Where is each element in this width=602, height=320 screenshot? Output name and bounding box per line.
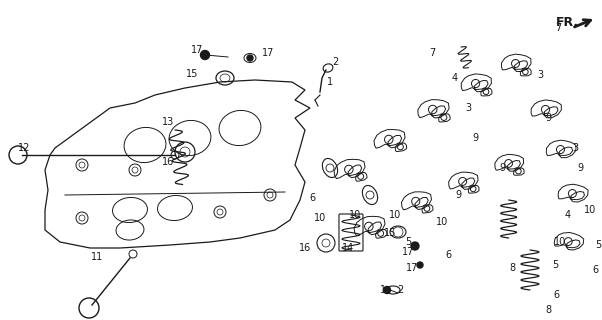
Circle shape bbox=[383, 286, 391, 293]
Text: 8: 8 bbox=[509, 263, 515, 273]
Text: 6: 6 bbox=[445, 250, 451, 260]
Text: 11: 11 bbox=[91, 252, 103, 262]
Text: 10: 10 bbox=[389, 210, 401, 220]
Text: 13: 13 bbox=[162, 117, 174, 127]
Text: 17: 17 bbox=[406, 263, 418, 273]
Text: 3: 3 bbox=[537, 70, 543, 80]
Text: 9: 9 bbox=[499, 163, 505, 173]
Text: 15: 15 bbox=[186, 69, 198, 79]
Text: 16: 16 bbox=[162, 157, 174, 167]
Text: 7: 7 bbox=[555, 23, 561, 33]
Text: 2: 2 bbox=[332, 57, 338, 67]
Text: 6: 6 bbox=[592, 265, 598, 275]
Text: 8: 8 bbox=[545, 305, 551, 315]
Text: 17: 17 bbox=[191, 45, 203, 55]
Text: 5: 5 bbox=[552, 260, 558, 270]
Text: 16: 16 bbox=[299, 243, 311, 253]
Text: 1: 1 bbox=[327, 77, 333, 87]
Text: 10: 10 bbox=[554, 237, 566, 247]
Text: 9: 9 bbox=[472, 133, 478, 143]
Text: 17: 17 bbox=[262, 48, 274, 58]
Text: 4: 4 bbox=[452, 73, 458, 83]
Text: 6: 6 bbox=[553, 290, 559, 300]
Text: 14: 14 bbox=[342, 243, 354, 253]
Text: 5: 5 bbox=[595, 240, 601, 250]
Text: 9: 9 bbox=[577, 163, 583, 173]
Text: FR.: FR. bbox=[556, 15, 579, 28]
Text: 17: 17 bbox=[402, 247, 414, 257]
Text: 6: 6 bbox=[309, 193, 315, 203]
Text: 2: 2 bbox=[397, 285, 403, 295]
Text: 3: 3 bbox=[572, 143, 578, 153]
Text: 4: 4 bbox=[565, 210, 571, 220]
Text: 10: 10 bbox=[436, 217, 448, 227]
Circle shape bbox=[411, 242, 419, 250]
Text: 9: 9 bbox=[455, 190, 461, 200]
Text: 7: 7 bbox=[429, 48, 435, 58]
Text: 1: 1 bbox=[380, 285, 386, 295]
Text: 10: 10 bbox=[314, 213, 326, 223]
Text: 5: 5 bbox=[405, 237, 411, 247]
Text: 12: 12 bbox=[18, 143, 30, 153]
Text: 3: 3 bbox=[465, 103, 471, 113]
Text: 10: 10 bbox=[349, 210, 361, 220]
Circle shape bbox=[417, 262, 423, 268]
Circle shape bbox=[247, 55, 253, 61]
Text: 10: 10 bbox=[584, 205, 596, 215]
Circle shape bbox=[200, 51, 209, 60]
Text: 15: 15 bbox=[384, 228, 396, 238]
Text: 9: 9 bbox=[545, 113, 551, 123]
